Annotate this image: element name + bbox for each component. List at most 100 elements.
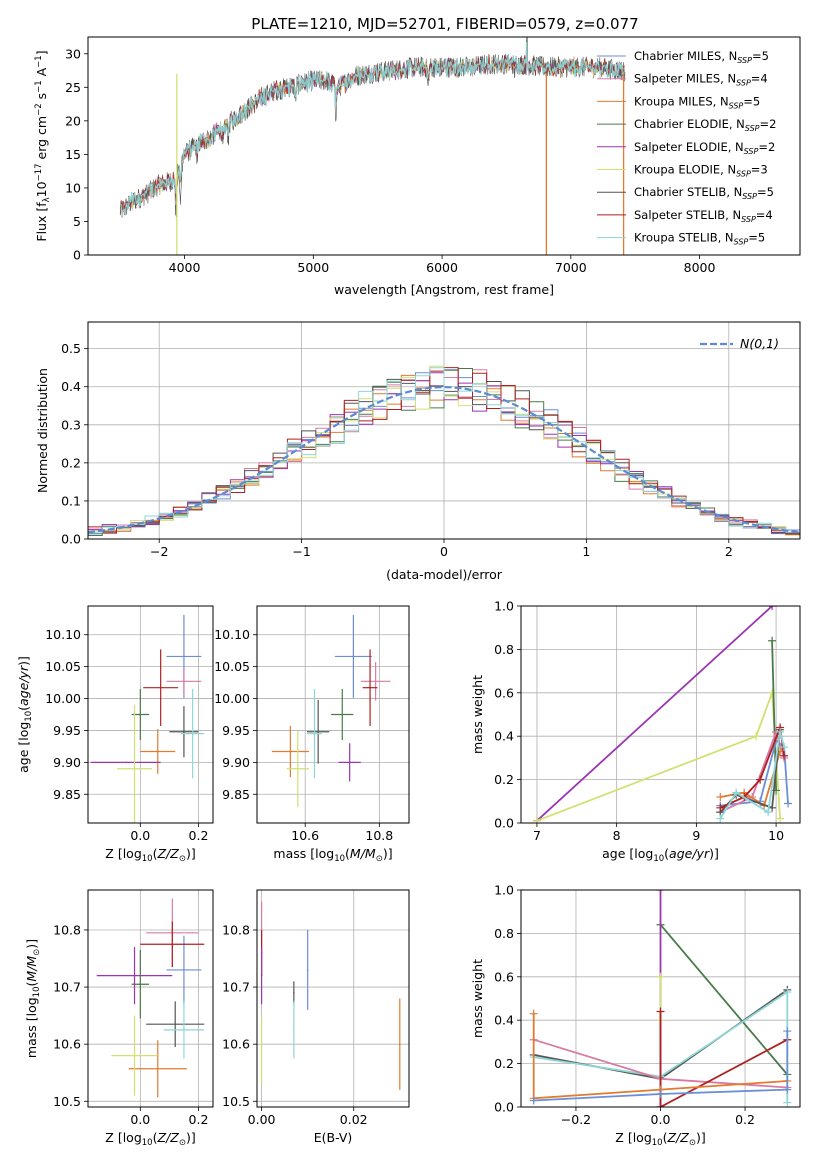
- legend-label-sub: SSP: [741, 215, 756, 224]
- spectrum-data: [119, 37, 626, 217]
- y-tick-label: 20: [65, 113, 81, 128]
- series-6: [659, 1011, 788, 1107]
- point-7: [159, 686, 162, 689]
- x-axis-label-part: (: [153, 846, 158, 861]
- x-axis-label-part: (: [663, 1130, 668, 1145]
- y-tick-label: 0.1: [61, 493, 81, 508]
- y-tick-label: 10.00: [214, 691, 250, 706]
- x-axis-label-part: )]: [696, 1130, 706, 1145]
- x-axis-label-part: mass [log: [273, 846, 334, 861]
- y-axis-label: age [log10(age/yr)]: [16, 656, 34, 773]
- axes-frame: [87, 321, 801, 540]
- y-tick-label: 0.0: [61, 532, 81, 547]
- y-tick-label: 10.7: [222, 980, 250, 995]
- series-7: [532, 1013, 788, 1100]
- point-3: [139, 713, 142, 716]
- series-0: [659, 924, 788, 1076]
- y-axis-label: Flux [fλ10−17 erg cm−2 s−1 A−1]: [34, 50, 52, 241]
- point-7: [369, 686, 371, 689]
- y-axis-label-part: −2: [34, 103, 44, 116]
- y-tick-label: 10.6: [222, 1037, 250, 1052]
- y-tick-label: 30: [65, 46, 81, 61]
- series-8-marker-2: [764, 808, 773, 817]
- x-axis-label-part: 10: [653, 854, 664, 864]
- series-1-marker-0: [532, 816, 541, 823]
- y-axis-label-part: ⊙: [32, 949, 42, 956]
- y-tick-label: 9.85: [53, 787, 81, 802]
- x-axis-label-part: Z/Z: [666, 1130, 689, 1145]
- legend-label: Salpeter ELODIE, NSSP=2: [634, 140, 775, 156]
- point-0: [183, 969, 185, 971]
- point-6: [183, 730, 185, 733]
- y-tick-label: 0.2: [61, 455, 81, 470]
- legend-normal-label: N(0,1): [740, 336, 779, 351]
- point-5: [133, 767, 136, 770]
- legend-label-text: Salpeter MILES, N: [634, 72, 736, 86]
- x-tick-label: 0.02: [340, 1112, 368, 1127]
- y-tick-label: 0.6: [494, 969, 514, 984]
- legend-label: Salpeter MILES, NSSP=4: [634, 72, 768, 88]
- x-axis-label-part: 10: [142, 1138, 153, 1148]
- legend-label: Chabrier MILES, NSSP=5: [634, 49, 769, 65]
- series-4-marker-3: [783, 1098, 792, 1107]
- x-axis-label: Z [log10(Z/Z⊙)]: [105, 846, 195, 864]
- x-axis-label-part: )]: [709, 846, 719, 861]
- panel-7: −0.2 0.0 0.2 0.0 0.2 0.4 0.6 0.8 1.0 Z [log10(Z/Z…: [470, 883, 801, 1148]
- x-tick-label: 0.0: [651, 1112, 671, 1127]
- point-2: [156, 750, 159, 753]
- y-tick-label: 10.5: [53, 1094, 81, 1109]
- panel-6: 0.00 0.02 10.5 10.6 10.7 10.8 E(B-V): [222, 889, 410, 1145]
- y-tick-label: 0.4: [494, 1013, 514, 1028]
- panel-0: 4000 5000 6000 7000 8000 0 5 10 15 20 25 30 Chabrier…: [34, 36, 801, 297]
- spectrum-model-8: [120, 42, 625, 217]
- series-5-marker-0: [716, 792, 725, 801]
- point-6: [293, 1029, 295, 1031]
- point-4: [124, 761, 127, 764]
- axes-frame: [87, 889, 214, 1108]
- x-tick-label: 6000: [426, 260, 458, 275]
- series-1-marker-1: [752, 732, 761, 741]
- point-3: [341, 713, 344, 716]
- x-axis-label-part: (: [345, 846, 350, 861]
- legend-label: Kroupa ELODIE, NSSP=3: [634, 163, 768, 179]
- legend-label-n: =3: [751, 163, 768, 177]
- y-tick-label: 0.3: [61, 417, 81, 432]
- y-tick-label: 9.90: [53, 755, 81, 770]
- legend-label-sub: SSP: [729, 101, 744, 110]
- point-4: [133, 974, 136, 977]
- legend-label-n: =4: [756, 208, 773, 222]
- y-axis-label-part: erg cm: [34, 116, 49, 164]
- series-8-marker-1: [732, 788, 741, 797]
- x-axis-label-part: )]: [186, 1130, 196, 1145]
- y-axis-label: mass [log10(M/M⊙)]: [24, 939, 42, 1058]
- point-6: [174, 1023, 177, 1025]
- x-axis-label: mass [log10(M/M⊙)]: [273, 846, 392, 864]
- y-tick-label: 10.10: [214, 627, 250, 642]
- point-8: [183, 1029, 185, 1031]
- panel-5: 0.0 0.210.510.610.710.8Z [log10(Z/Z⊙)]mas…: [24, 889, 214, 1148]
- y-axis-label-part: )]: [16, 656, 31, 666]
- x-axis-label: E(B-V): [314, 1130, 353, 1145]
- series-3-marker-4: [784, 799, 793, 808]
- series-7-marker-0: [716, 803, 725, 812]
- point-0: [183, 655, 185, 658]
- series-1-marker-3: [776, 814, 785, 823]
- x-axis-label-part: age [log: [602, 846, 653, 861]
- y-tick-label: 10.05: [214, 659, 250, 674]
- y-axis-label-part: (: [16, 706, 31, 711]
- series-7-marker-4: [780, 751, 789, 760]
- x-tick-label: 0.2: [189, 1112, 209, 1127]
- x-axis-label-part: 10: [652, 1138, 663, 1148]
- y-tick-label: 0.2: [494, 1056, 514, 1071]
- point-8: [191, 732, 194, 735]
- x-axis-label-part: M/M: [350, 846, 376, 861]
- point-3: [260, 974, 263, 977]
- point-6: [317, 730, 319, 733]
- x-tick-label: −2: [150, 544, 168, 559]
- legend-label-text: Kroupa ELODIE, N: [634, 163, 736, 177]
- y-axis-label-part: 10: [34, 181, 49, 197]
- y-tick-label: 9.90: [222, 755, 250, 770]
- legend-label-sub: SSP: [736, 79, 751, 88]
- series-8: [533, 1031, 789, 1102]
- legend-label: Salpeter STELIB, NSSP=4: [634, 208, 773, 224]
